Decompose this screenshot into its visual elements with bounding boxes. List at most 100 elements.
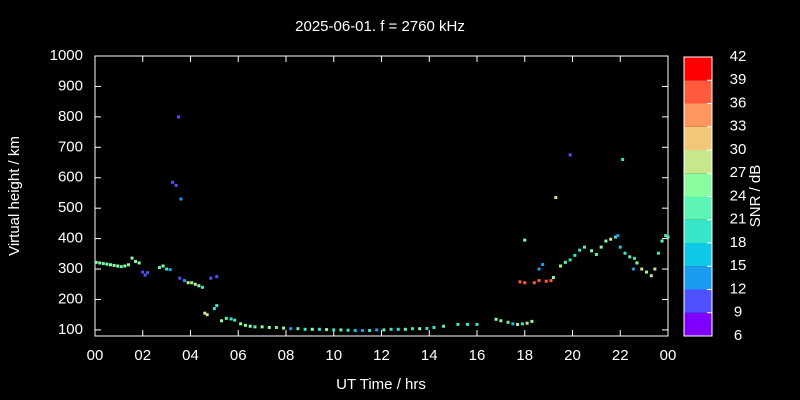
colorbar-band xyxy=(684,196,712,220)
point xyxy=(171,180,175,184)
point xyxy=(649,274,653,278)
point xyxy=(186,281,190,285)
point xyxy=(475,322,479,326)
point xyxy=(346,328,350,332)
point xyxy=(203,311,207,315)
y-tick-label: 700 xyxy=(58,138,83,155)
point xyxy=(209,276,213,280)
point xyxy=(317,327,321,331)
point xyxy=(205,313,209,317)
point xyxy=(664,234,668,238)
point xyxy=(549,279,553,283)
x-tick-label: 22 xyxy=(612,347,629,364)
point xyxy=(568,258,572,262)
colorbar-tick-label: 36 xyxy=(730,94,747,111)
point xyxy=(212,307,216,311)
point xyxy=(220,319,224,323)
point xyxy=(296,327,300,331)
point xyxy=(98,261,102,265)
colorbar-band xyxy=(684,126,712,150)
point xyxy=(616,234,620,238)
point xyxy=(116,264,120,268)
point xyxy=(511,322,515,326)
point xyxy=(267,325,271,329)
colorbar-band xyxy=(684,219,712,243)
point xyxy=(143,273,147,277)
point xyxy=(442,324,446,328)
colorbar-tick-label: 6 xyxy=(734,327,742,344)
point xyxy=(544,279,548,283)
point xyxy=(177,115,181,119)
point xyxy=(594,252,598,256)
point xyxy=(339,328,343,332)
point xyxy=(353,329,357,333)
colorbar-band xyxy=(684,243,712,267)
y-tick-label: 400 xyxy=(58,230,83,247)
point xyxy=(165,267,169,271)
colorbar-band xyxy=(684,173,712,197)
point xyxy=(325,328,329,332)
point xyxy=(653,267,657,271)
point xyxy=(541,262,545,266)
point xyxy=(559,264,563,268)
y-tick-label: 1000 xyxy=(50,47,83,64)
point xyxy=(229,317,233,321)
point xyxy=(368,329,372,333)
colorbar-tick-label: 39 xyxy=(730,71,747,88)
point xyxy=(179,197,183,201)
point xyxy=(274,325,278,329)
point xyxy=(532,281,536,285)
point xyxy=(260,325,264,329)
x-tick-label: 00 xyxy=(660,347,677,364)
colorbar-band xyxy=(684,57,712,81)
point xyxy=(134,259,138,263)
point xyxy=(520,322,524,326)
colorbar-label: SNR / dB xyxy=(747,165,764,228)
point xyxy=(645,270,649,274)
point xyxy=(178,276,182,280)
point xyxy=(360,329,364,333)
x-tick-label: 14 xyxy=(421,347,438,364)
point xyxy=(551,276,555,280)
colorbar-band xyxy=(684,150,712,174)
point xyxy=(425,326,429,330)
point xyxy=(590,249,594,253)
point xyxy=(554,196,558,200)
point xyxy=(190,281,194,285)
point xyxy=(633,256,637,260)
x-tick-label: 04 xyxy=(182,347,199,364)
point xyxy=(130,256,134,260)
y-tick-label: 100 xyxy=(58,321,83,338)
point xyxy=(523,238,527,242)
point xyxy=(126,263,130,267)
point xyxy=(530,319,534,323)
point xyxy=(109,263,113,267)
colorbar-band xyxy=(684,289,712,313)
y-tick-label: 800 xyxy=(58,108,83,125)
point xyxy=(168,268,172,272)
point xyxy=(396,327,400,331)
point xyxy=(499,319,503,323)
point xyxy=(382,328,386,332)
point xyxy=(119,265,123,269)
point xyxy=(239,322,243,326)
x-tick-label: 08 xyxy=(278,347,295,364)
point xyxy=(563,260,567,264)
point xyxy=(332,328,336,332)
point xyxy=(197,284,201,288)
point xyxy=(618,245,622,249)
point xyxy=(303,327,307,331)
point xyxy=(174,183,178,187)
point xyxy=(582,245,586,249)
point xyxy=(123,264,127,268)
colorbar-tick-label: 15 xyxy=(730,257,747,274)
point xyxy=(494,317,498,321)
y-tick-label: 600 xyxy=(58,169,83,186)
point xyxy=(537,279,541,283)
point xyxy=(112,263,116,267)
point xyxy=(146,271,150,275)
point xyxy=(573,253,577,257)
point xyxy=(157,266,161,270)
y-tick-label: 200 xyxy=(58,290,83,307)
point xyxy=(666,235,670,239)
